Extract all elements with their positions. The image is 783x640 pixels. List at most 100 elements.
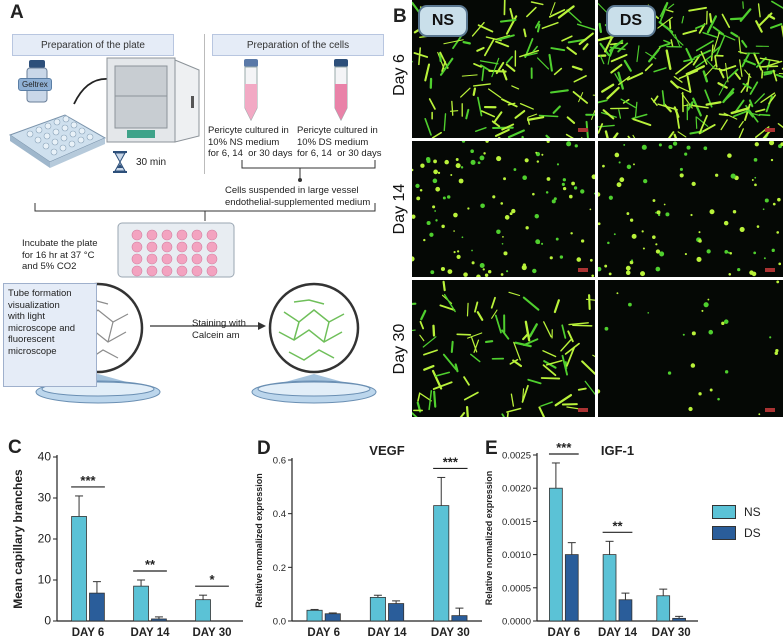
cell-mark <box>491 309 498 319</box>
cell-mark <box>670 80 679 89</box>
cell-mark <box>692 97 702 117</box>
cell-mark <box>620 98 636 109</box>
cell-mark <box>511 208 516 214</box>
cell-mark <box>623 59 632 72</box>
cell-mark <box>460 87 471 98</box>
cell-mark <box>761 70 764 79</box>
cell-mark <box>686 101 694 111</box>
cell-mark <box>749 270 754 275</box>
cell-mark <box>606 86 620 100</box>
cell-mark <box>626 212 630 215</box>
cell-mark <box>423 364 435 371</box>
cell-mark <box>760 92 776 104</box>
cell-mark <box>659 251 665 257</box>
cell-mark <box>554 393 573 407</box>
cell-mark <box>429 232 434 237</box>
cell-mark <box>776 231 780 234</box>
cell-mark <box>781 25 783 38</box>
cell-mark <box>723 319 729 324</box>
cell-mark <box>530 1 544 6</box>
cell-mark <box>668 144 673 150</box>
cell-mark <box>721 13 731 28</box>
scale-bar <box>765 408 775 412</box>
cell-mark <box>706 15 718 34</box>
cell-mark <box>559 255 564 259</box>
bar-ns <box>306 609 323 622</box>
cell-mark <box>571 65 583 71</box>
bar-ns <box>549 487 563 622</box>
cell-mark <box>435 371 451 377</box>
cell-mark <box>501 123 515 131</box>
cell-mark <box>552 105 561 114</box>
cell-mark <box>522 175 527 181</box>
cell-mark <box>598 389 601 394</box>
cell-mark <box>657 16 673 29</box>
pink-plate-icon <box>117 222 235 278</box>
cell-mark <box>534 20 541 29</box>
cell-mark <box>614 73 624 88</box>
cell-mark <box>581 360 595 375</box>
row-label-day30: Day 30 <box>391 323 408 375</box>
cell-mark <box>462 40 471 45</box>
cell-mark <box>513 168 517 171</box>
cell-mark <box>599 55 605 65</box>
cell-mark <box>566 46 578 55</box>
cell-mark <box>524 158 529 163</box>
legend-label-ds: DS <box>744 526 761 540</box>
cell-mark <box>744 103 751 122</box>
cell-mark <box>695 116 698 129</box>
cell-mark <box>541 21 559 30</box>
cell-mark <box>501 413 505 417</box>
cell-mark <box>703 302 709 308</box>
cell-mark <box>416 196 421 201</box>
cell-mark <box>523 52 538 57</box>
cell-mark <box>641 230 644 233</box>
cell-mark <box>756 225 760 228</box>
cell-mark <box>573 75 587 83</box>
cell-mark <box>698 114 708 134</box>
cell-mark <box>771 248 775 253</box>
cell-mark <box>461 141 466 143</box>
cell-mark <box>541 242 544 245</box>
x-tick-label: DAY 6 <box>72 627 105 639</box>
column-label-ds: DS <box>606 5 656 37</box>
cell-mark <box>477 161 481 165</box>
cell-mark <box>634 101 638 119</box>
cell-mark <box>604 130 609 138</box>
cell-mark <box>604 264 608 268</box>
cell-mark <box>661 2 669 19</box>
bar-ns <box>71 516 87 622</box>
y-tick-label: 0.0025 <box>502 451 531 462</box>
cell-mark <box>598 35 614 42</box>
cell-mark <box>578 32 594 46</box>
cell-mark <box>738 51 747 55</box>
cell-mark <box>463 391 479 401</box>
cell-mark <box>729 17 744 21</box>
cell-mark <box>528 323 538 338</box>
y-tick-label: 0.0000 <box>502 617 531 628</box>
cell-mark <box>560 339 572 352</box>
cell-mark <box>514 109 526 119</box>
cell-mark <box>493 111 503 124</box>
cell-mark <box>505 15 518 35</box>
cell-mark <box>446 195 451 199</box>
cell-mark <box>604 326 609 331</box>
cell-mark <box>566 141 572 147</box>
cell-mark <box>678 69 699 80</box>
cell-mark <box>557 5 575 19</box>
cell-mark <box>521 264 527 271</box>
cell-mark <box>541 153 544 156</box>
cell-mark <box>453 212 458 218</box>
cell-mark <box>473 339 480 353</box>
cell-mark <box>546 177 551 181</box>
cell-mark <box>458 178 464 184</box>
cell-mark <box>412 168 414 172</box>
x-tick-label: DAY 14 <box>598 627 638 639</box>
cell-mark <box>419 334 425 342</box>
cells-ds-day14 <box>598 141 783 277</box>
cell-mark <box>652 95 659 103</box>
cell-mark <box>459 412 466 417</box>
cell-mark <box>413 52 429 58</box>
cell-mark <box>679 173 684 178</box>
cell-mark <box>744 69 752 79</box>
